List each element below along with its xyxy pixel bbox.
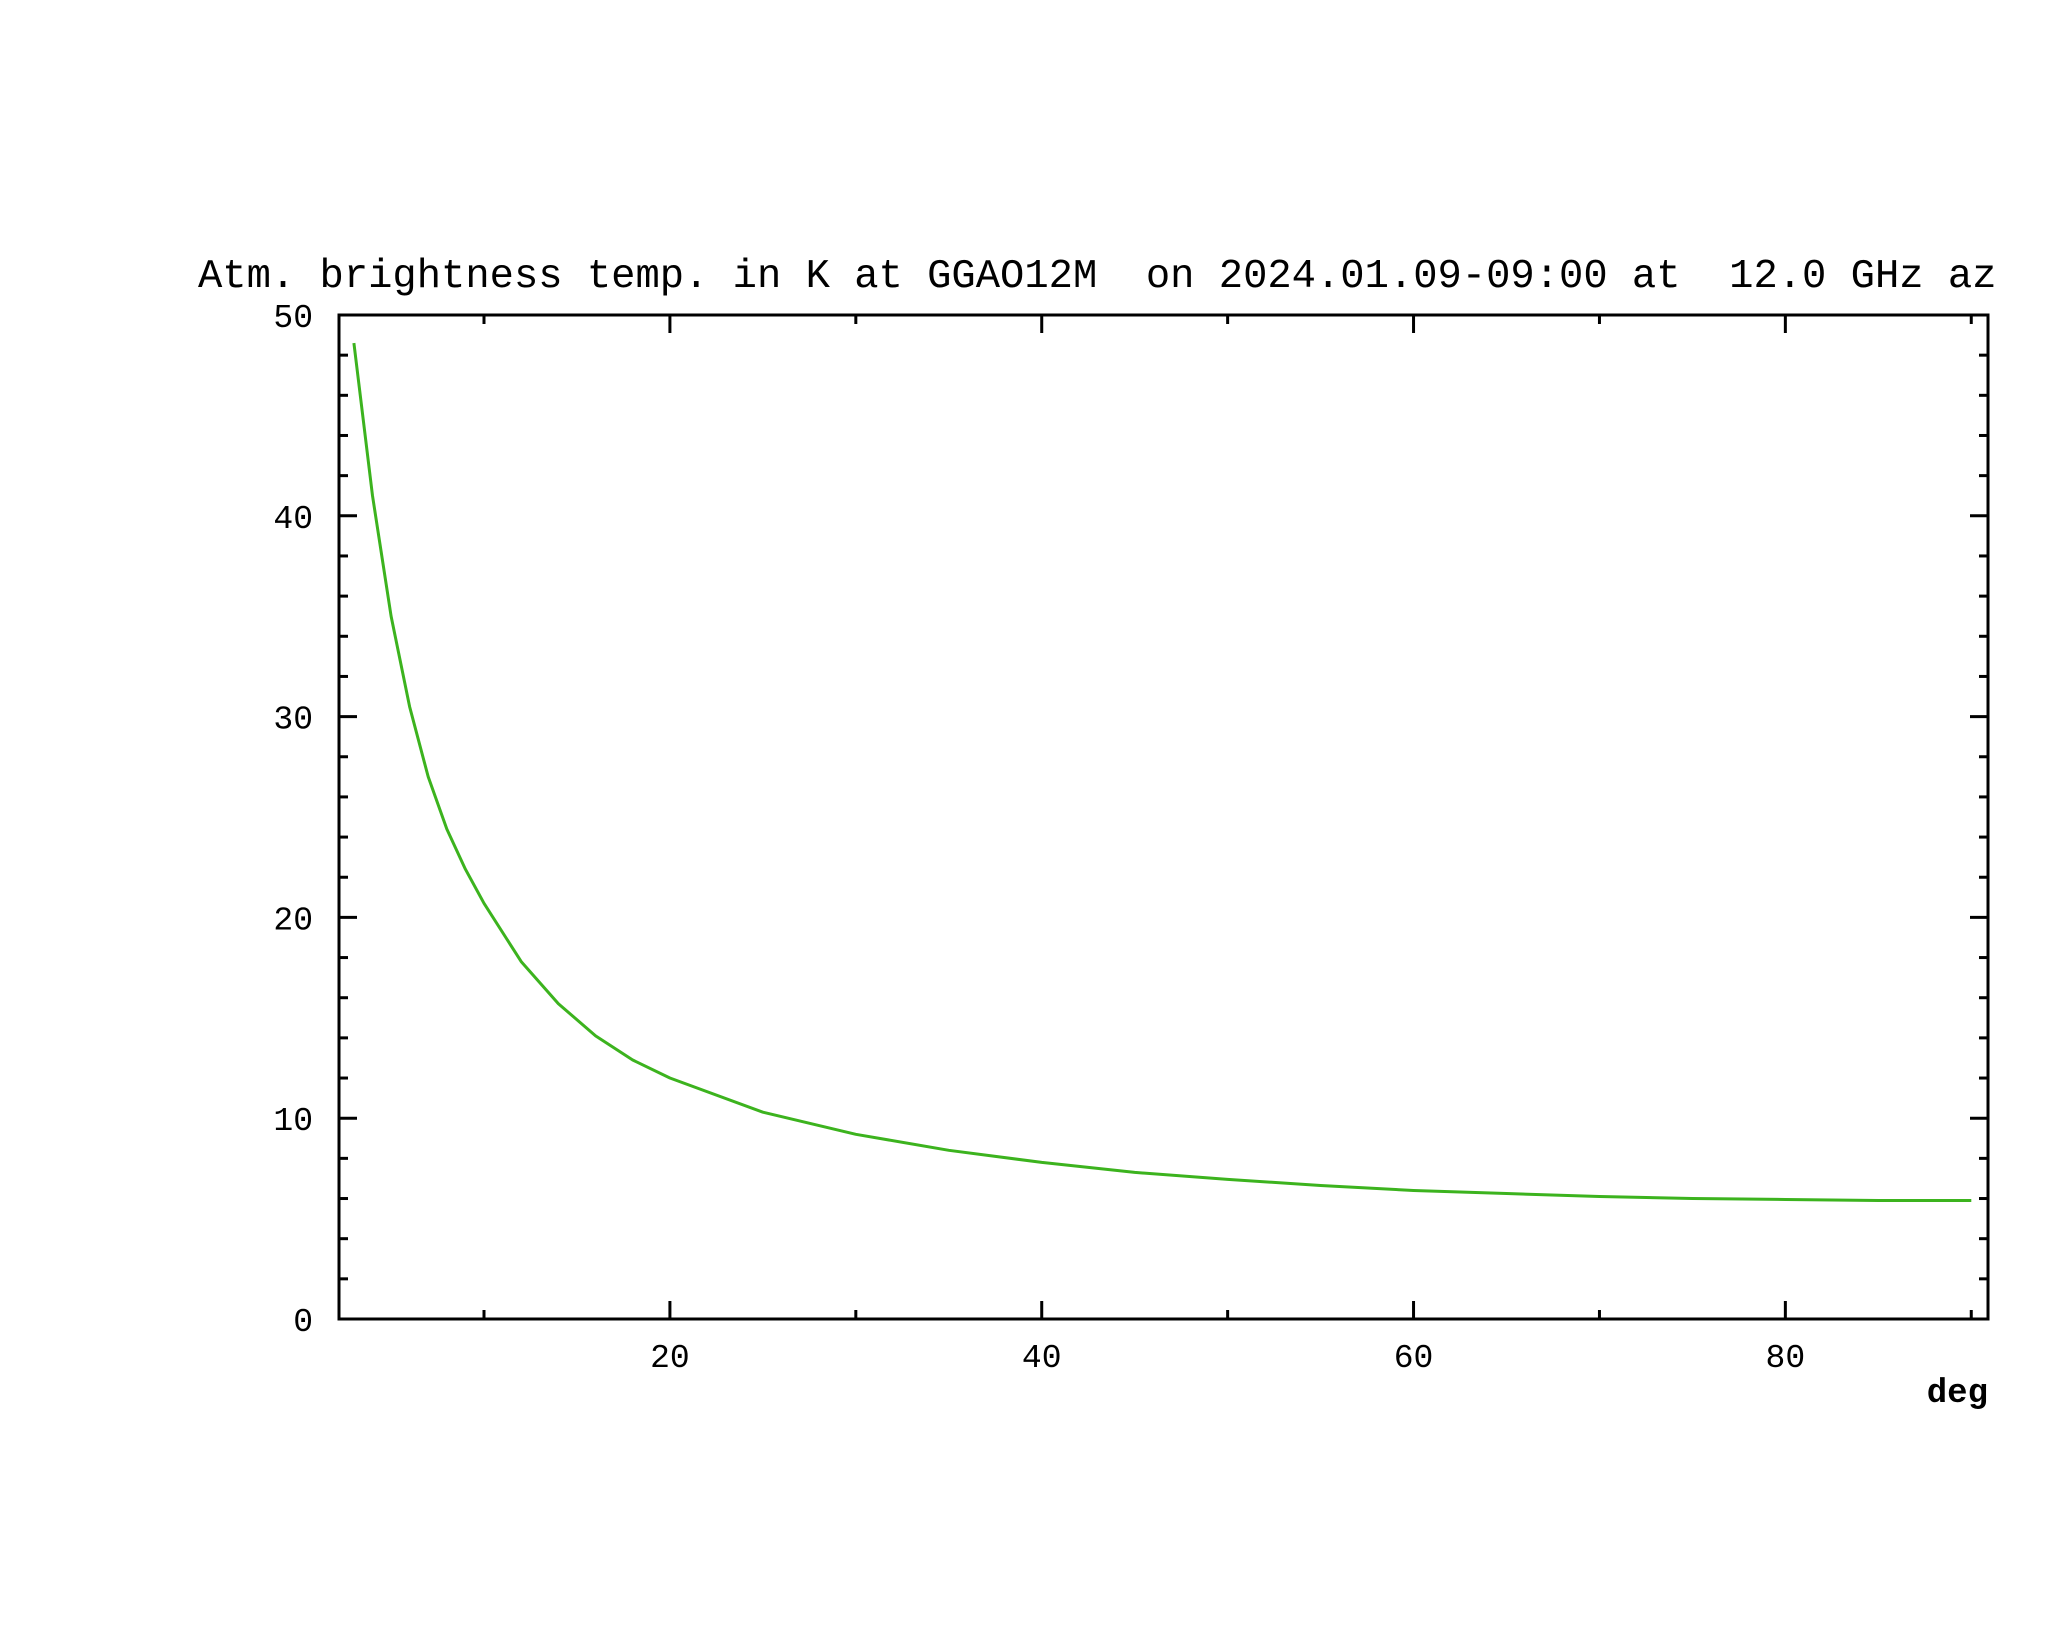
y-tick-label: 30 [273, 702, 313, 739]
y-tick-label: 20 [273, 902, 313, 939]
x-tick-label: 40 [1022, 1340, 1062, 1377]
y-tick-label: 40 [273, 501, 313, 538]
x-axis-label: deg [1927, 1375, 1988, 1413]
chart-title: Atm. brightness temp. in K at GGAO12M on… [198, 254, 2048, 300]
plot-frame [337, 313, 1990, 1321]
series-line [352, 342, 1972, 1202]
x-tick-label: 80 [1766, 1340, 1806, 1377]
axis-ticks [339, 313, 1988, 1321]
y-tick-label: 50 [273, 300, 313, 337]
y-tick-label: 10 [273, 1103, 313, 1140]
tick-labels: 0 10 20 30 40 50 20 40 60 80 [273, 300, 1805, 1377]
x-tick-label: 60 [1394, 1340, 1434, 1377]
x-tick-label: 20 [650, 1340, 690, 1377]
y-tick-label: 0 [293, 1304, 313, 1341]
